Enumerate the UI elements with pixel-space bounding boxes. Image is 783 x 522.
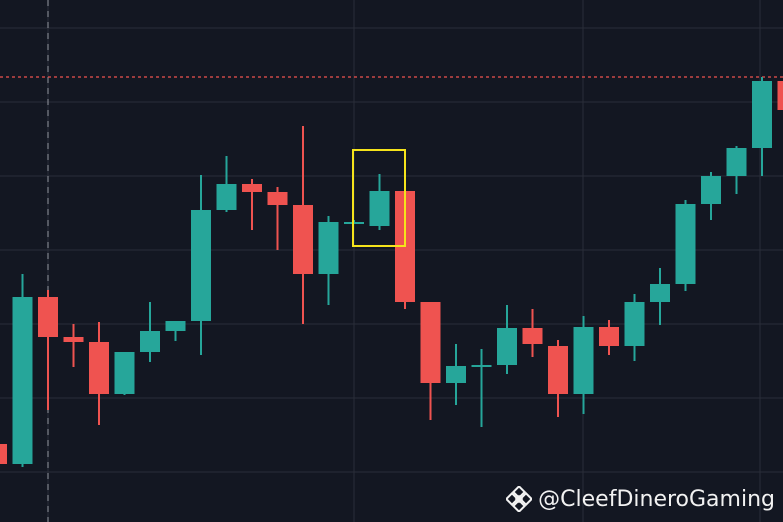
candles-group [0,77,783,467]
candle-body [38,297,58,337]
watermark-text: @CleefDineroGaming [538,486,775,512]
candle [191,175,211,355]
candle [599,320,619,355]
candle [752,77,772,176]
candle-body [497,328,517,365]
candle [522,309,543,357]
candle [318,216,339,305]
candle [548,340,568,417]
candle-body [548,346,568,394]
candle [420,302,441,420]
candle [242,179,262,230]
candle [63,324,84,367]
candle [701,172,721,220]
candle-body [12,297,33,464]
candle [777,81,783,110]
candle-body [267,192,288,205]
candle-body [318,222,339,274]
binance-logo-icon [506,486,533,512]
candle-body [293,205,313,274]
candle [675,200,696,291]
candle-body [369,191,390,226]
candle [369,174,390,230]
highlight-box [352,149,406,247]
candle-body [650,284,670,302]
candle-body [63,337,84,342]
candle [216,156,237,212]
candle-body [726,148,747,176]
candle [650,268,670,325]
candle-body [165,321,186,331]
watermark: @CleefDineroGaming [506,486,775,512]
candle-body [752,81,772,148]
candle-body [777,81,783,110]
candle-body [701,176,721,204]
candle [624,294,645,361]
candle-body [216,184,237,210]
candle-body [191,210,211,321]
candle-body [114,352,135,394]
candle [89,322,109,425]
candle [726,146,747,194]
candle-body [624,302,645,346]
candle [267,187,288,250]
candle [446,344,466,405]
candle [573,316,594,414]
candle [471,349,492,427]
candle [140,302,160,362]
candle-body [140,331,160,352]
candle [0,444,7,464]
candle-body [675,204,696,284]
candle-body [599,327,619,346]
candle-body [471,365,492,367]
candle-body [89,342,109,394]
candle-body [0,444,7,464]
candle-body [446,366,466,383]
candle [114,352,135,395]
candle [38,290,58,410]
candle-body [573,327,594,394]
candle-body [242,184,262,192]
candle-body [420,302,441,383]
candle [293,126,313,324]
candle [165,321,186,341]
candle [12,274,33,467]
candle [497,305,517,374]
candle-body [522,328,543,344]
